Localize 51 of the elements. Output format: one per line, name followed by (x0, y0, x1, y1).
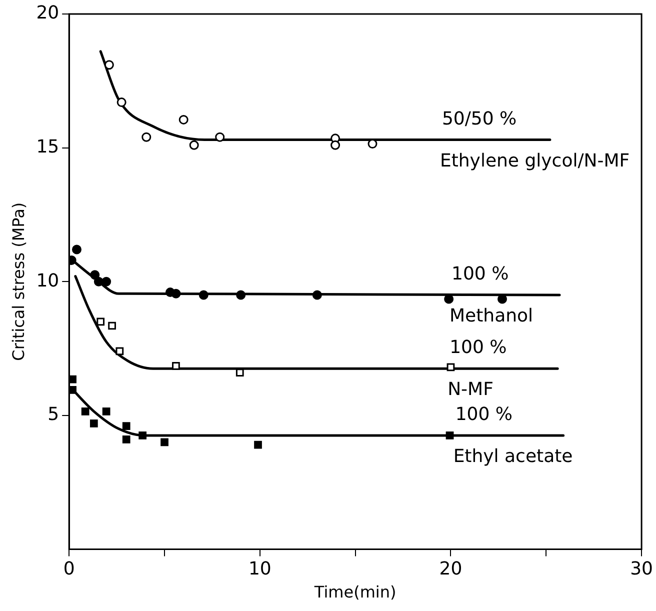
x-tick-label: 10 (248, 558, 272, 580)
point (94, 276, 104, 286)
point (90, 419, 98, 428)
point (330, 140, 340, 150)
point (189, 140, 199, 150)
point (444, 294, 454, 304)
point (236, 290, 246, 300)
point (108, 322, 116, 330)
point (116, 98, 126, 108)
point (90, 270, 100, 280)
point (102, 407, 110, 416)
point (254, 440, 262, 449)
y-tick-label: 10 (36, 270, 60, 292)
y-axis-title: Critical stress (MPa) (8, 202, 28, 361)
annotation: N-MF (448, 379, 494, 400)
point (446, 432, 454, 440)
point (102, 276, 112, 286)
point (138, 432, 146, 440)
annotation: 100 % (455, 404, 512, 426)
annotation: Ethyl acetate (453, 446, 573, 468)
x-tick-label: 20 (439, 558, 462, 580)
annotation: Ethylene glycol/N-MF (440, 150, 630, 172)
point (215, 132, 225, 142)
annotation: 50/50 % (442, 108, 517, 130)
point (81, 407, 90, 416)
point (96, 318, 105, 326)
y-tick-label: 20 (36, 2, 60, 24)
y-tick-label: 5 (48, 404, 60, 426)
x-tick-label: 0 (63, 558, 75, 580)
point (198, 290, 208, 300)
annotation: 100 % (450, 337, 507, 358)
point (368, 139, 378, 149)
point (122, 436, 130, 444)
point (72, 244, 82, 254)
point (312, 290, 322, 300)
annotation: 100 % (452, 264, 509, 285)
x-axis-title: Time(min) (313, 582, 396, 602)
point (104, 60, 114, 70)
point (142, 132, 152, 142)
point (116, 347, 124, 356)
annotation: Methanol (450, 306, 534, 327)
point (236, 368, 244, 377)
point (446, 363, 455, 372)
point (122, 422, 130, 430)
point (160, 438, 168, 446)
point (171, 288, 181, 298)
y-tick-label: 15 (36, 136, 60, 158)
point (69, 386, 76, 394)
point (178, 114, 188, 124)
x-tick-label: 30 (630, 558, 653, 580)
point (172, 362, 180, 370)
